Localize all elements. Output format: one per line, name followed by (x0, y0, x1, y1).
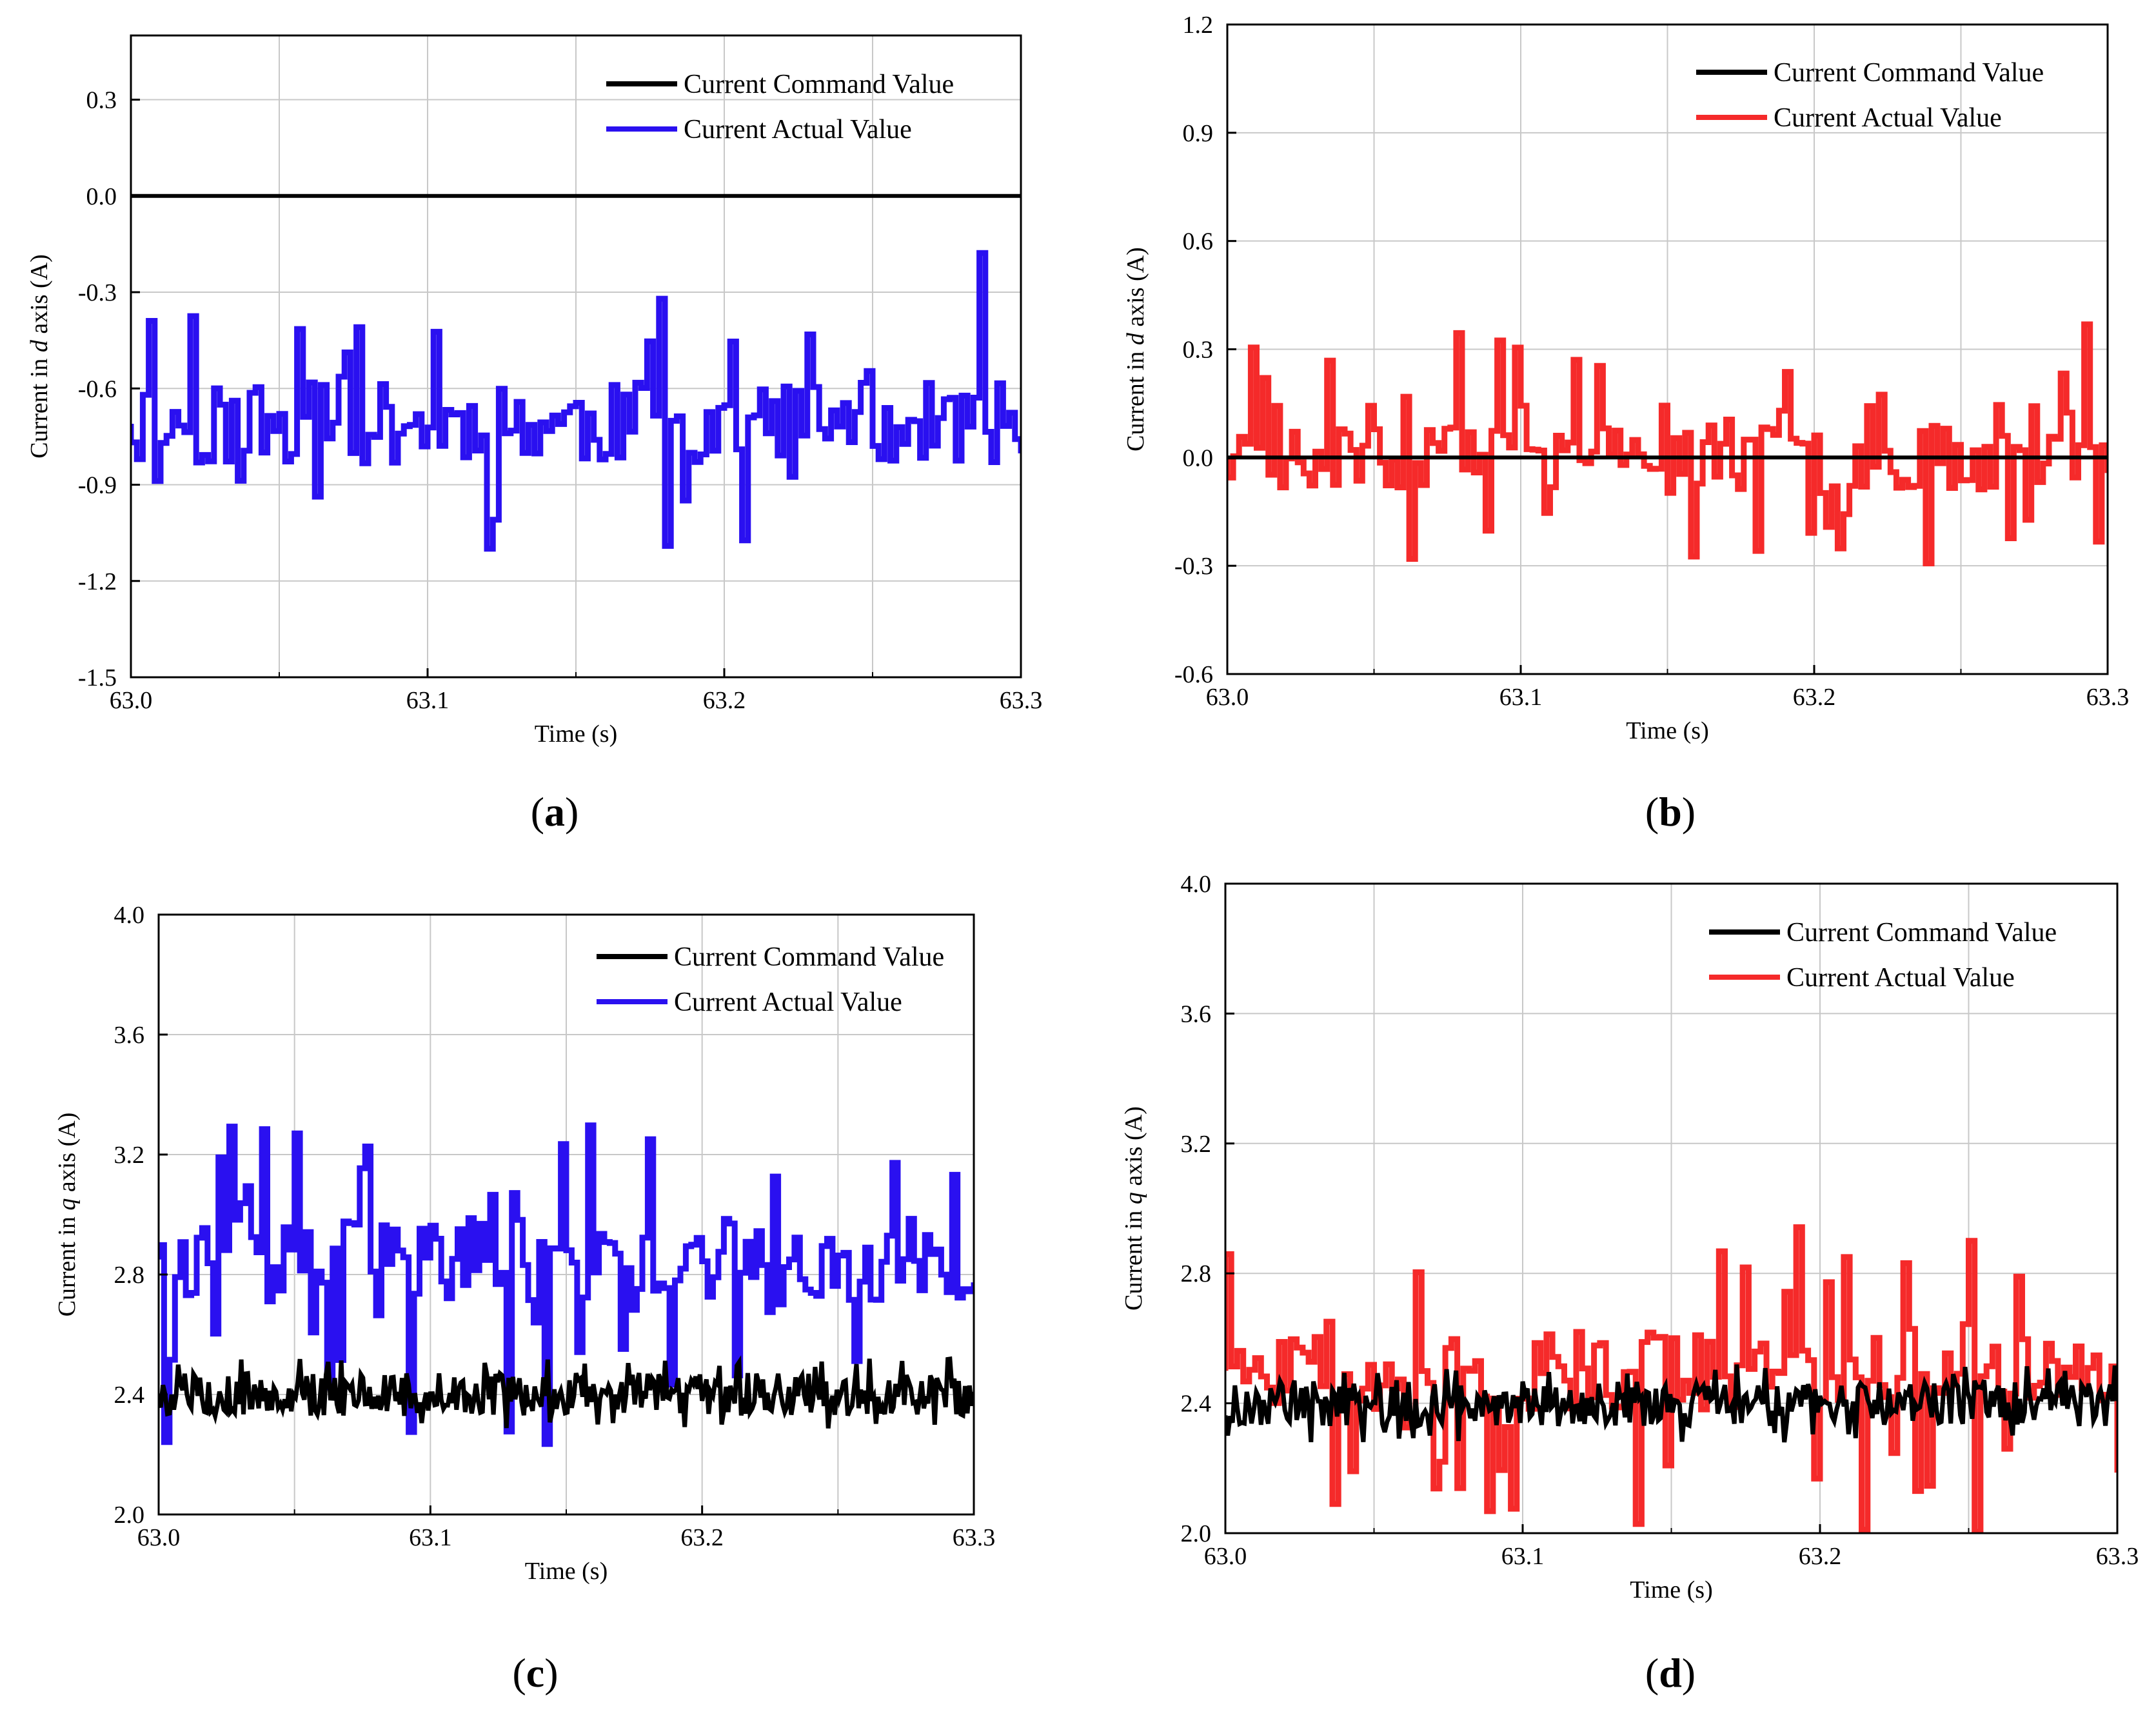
x-tick-label: 63.0 (1204, 1543, 1247, 1570)
legend: Current Command Value Current Actual Valu… (1709, 918, 2057, 993)
series-line-current-actual-value (1227, 321, 2108, 566)
y-axis-label: Current in q axis (A) (54, 1113, 81, 1317)
y-axis-label: Current in d axis (A) (1122, 247, 1149, 452)
panel-label: (b) (1645, 789, 1696, 835)
x-tick-label: 63.0 (1206, 684, 1249, 711)
chart-panel-c: 63.0 63.1 63.2 63.3 2.0 2.4 2.8 3.2 3.6 4.0 Time (… (54, 902, 995, 1696)
y-tick-label: 0.6 (1183, 228, 1214, 255)
y-tick-label: -0.3 (1174, 553, 1213, 580)
y-axis-label: Current in q axis (A) (1120, 1106, 1147, 1311)
legend: Current Command Value Current Actual Valu… (606, 70, 954, 144)
panel-label: (c) (512, 1650, 558, 1696)
y-tick-label: 0.0 (86, 183, 117, 210)
x-tick-label: 63.2 (703, 687, 746, 714)
x-tick-label: 63.1 (1499, 684, 1543, 711)
x-tick-label: 63.0 (137, 1524, 181, 1551)
y-tick-label: -0.3 (78, 279, 117, 306)
series-line-current-actual-value (131, 250, 1021, 552)
x-tick-label: 63.3 (1000, 687, 1043, 714)
chart-panel-a: 63.0 63.1 63.2 63.3 -1.5 -1.2 -0.9 -0.6 -0.3 0.0 0… (26, 34, 1043, 835)
y-tick-label: 2.8 (1181, 1260, 1212, 1287)
y-tick-label: 4.0 (1181, 871, 1212, 898)
legend-label: Current Actual Value (1786, 963, 2015, 993)
y-tick-label: 2.8 (114, 1262, 145, 1289)
y-tick-label: 3.2 (114, 1142, 145, 1169)
legend-label: Current Command Value (674, 942, 944, 972)
y-tick-label: 0.3 (1183, 337, 1214, 364)
x-tick-label: 63.3 (2096, 1543, 2139, 1570)
y-axis-label: Current in d axis (A) (26, 254, 53, 459)
legend-label: Current Actual Value (1774, 103, 2002, 133)
series-line-current-command-value (1225, 1364, 2117, 1443)
x-axis-label: Time (s) (535, 720, 617, 748)
y-tick-label: 2.4 (114, 1382, 145, 1409)
x-tick-label: 63.3 (2086, 684, 2130, 711)
y-tick-label: 0.3 (86, 87, 117, 114)
x-axis-label: Time (s) (525, 1558, 608, 1585)
chart-panel-d: 63.0 63.1 63.2 63.3 2.0 2.4 2.8 3.2 3.6 4.0 Time (… (1120, 871, 2139, 1696)
x-tick-label: 63.2 (1793, 684, 1836, 711)
x-tick-label: 63.1 (409, 1524, 452, 1551)
y-tick-label: 3.2 (1181, 1131, 1212, 1158)
y-tick-label: 2.0 (1181, 1520, 1212, 1547)
legend-label: Current Actual Value (684, 115, 912, 144)
y-tick-label: 3.6 (1181, 1000, 1212, 1027)
legend-label: Current Actual Value (674, 988, 902, 1017)
y-tick-label: 0.9 (1183, 120, 1214, 147)
y-tick-label: 2.0 (114, 1502, 145, 1529)
legend: Current Command Value Current Actual Valu… (1696, 58, 2044, 133)
y-tick-label: -0.6 (78, 375, 117, 402)
legend: Current Command Value Current Actual Valu… (597, 942, 944, 1017)
x-tick-label: 63.2 (1799, 1543, 1842, 1570)
x-tick-label: 63.1 (1501, 1543, 1545, 1570)
y-tick-label: 3.6 (114, 1022, 145, 1049)
panel-label: (a) (531, 789, 579, 835)
y-tick-label: -1.2 (78, 568, 117, 595)
y-tick-label: -1.5 (78, 664, 117, 691)
x-axis-label: Time (s) (1630, 1576, 1712, 1603)
y-tick-label: 4.0 (114, 902, 145, 929)
y-tick-label: -0.6 (1174, 661, 1213, 688)
x-tick-label: 63.1 (406, 687, 450, 714)
x-tick-label: 63.2 (680, 1524, 724, 1551)
y-tick-label: 0.0 (1183, 444, 1214, 471)
y-tick-label: -0.9 (78, 472, 117, 499)
panel-label: (d) (1645, 1650, 1696, 1696)
y-tick-label: 2.4 (1181, 1391, 1212, 1418)
y-tick-label: 1.2 (1183, 12, 1214, 39)
legend-label: Current Command Value (684, 70, 954, 99)
series-line-current-actual-value (159, 1122, 974, 1447)
chart-panel-b: 63.0 63.1 63.2 63.3 -0.6 -0.3 0.0 0.3 0.6 0.9 1.2 T… (1122, 12, 2129, 835)
series-line-current-command-value (159, 1355, 974, 1429)
x-axis-label: Time (s) (1626, 717, 1708, 744)
x-tick-label: 63.0 (110, 687, 153, 714)
x-tick-label: 63.3 (953, 1524, 996, 1551)
legend-label: Current Command Value (1774, 58, 2044, 88)
legend-label: Current Command Value (1786, 918, 2057, 948)
